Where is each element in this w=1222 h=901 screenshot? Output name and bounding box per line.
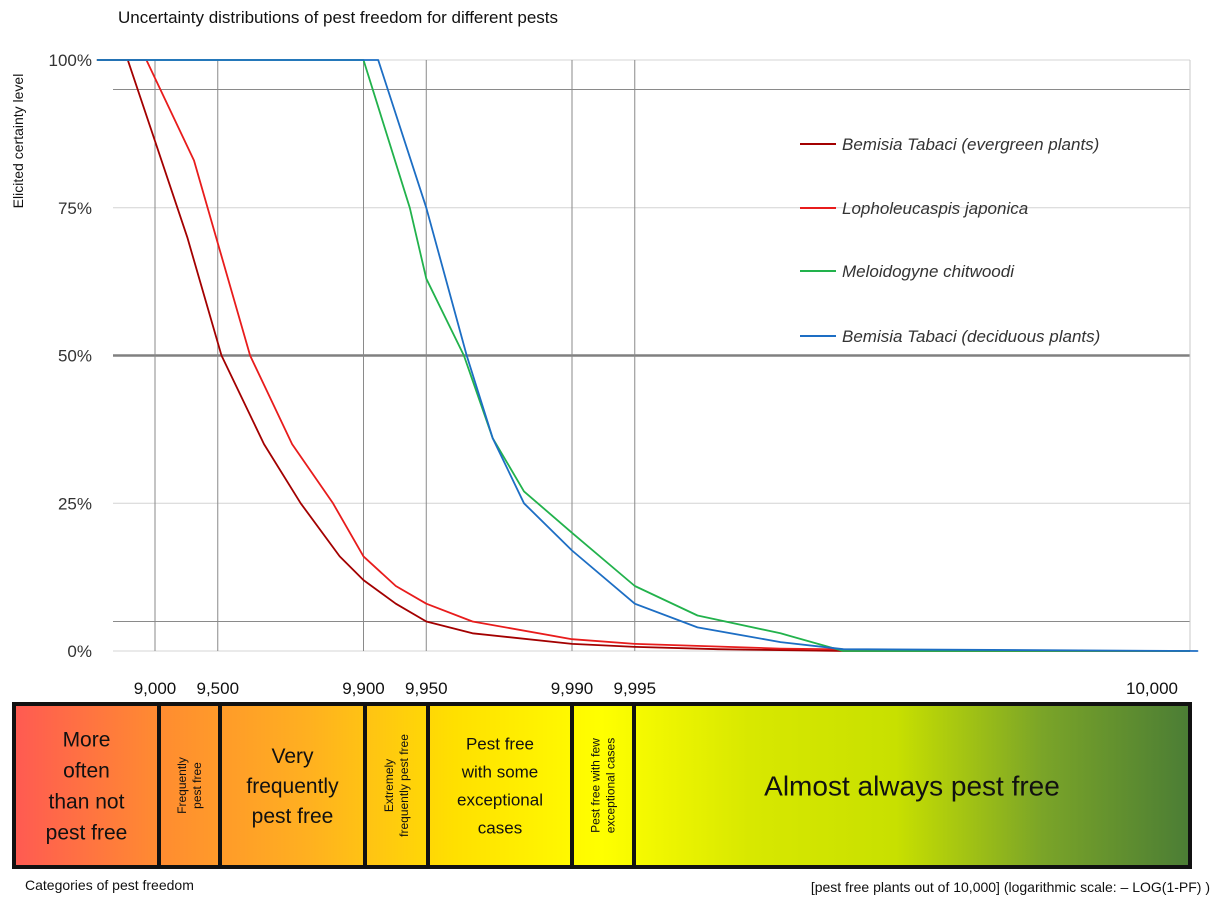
legend-entry: Meloidogyne chitwoodi bbox=[842, 262, 1015, 281]
category-few-exceptional: Pest free with fewexceptional cases bbox=[589, 738, 618, 833]
y-tick-label: 50% bbox=[58, 347, 92, 366]
category-frequently: Frequentlypest free bbox=[175, 757, 204, 814]
x-tick-label: 9,950 bbox=[405, 679, 448, 698]
category-extremely-frequently: Extremelyfrequently pest free bbox=[382, 734, 411, 837]
legend-entry: Lopholeucaspis japonica bbox=[842, 199, 1028, 218]
x-tick-label: 9,990 bbox=[551, 679, 594, 698]
series-line-2 bbox=[96, 59, 1190, 652]
x-tick-label: 9,000 bbox=[134, 679, 177, 698]
category-band-background bbox=[12, 702, 1192, 869]
y-tick-label: 75% bbox=[58, 199, 92, 218]
category-very-frequently: Very frequently pest free bbox=[246, 745, 339, 828]
y-tick-label: 25% bbox=[58, 494, 92, 513]
x-tick-label: 9,500 bbox=[196, 679, 239, 698]
x-tick-label: 9,995 bbox=[613, 679, 656, 698]
x-tick-label: 9,900 bbox=[342, 679, 385, 698]
series-line-4 bbox=[96, 59, 1199, 652]
y-tick-label: 0% bbox=[67, 642, 92, 661]
categories-caption: Categories of pest freedom bbox=[25, 877, 194, 893]
series-line-1 bbox=[96, 59, 1190, 652]
category-almost-always: Almost always pest free bbox=[764, 770, 1060, 801]
x-axis-label: [pest free plants out of 10,000] (logari… bbox=[810, 879, 1210, 895]
chart-title: Uncertainty distributions of pest freedo… bbox=[118, 8, 559, 27]
category-more-often-than-not: More often than not pest free bbox=[46, 728, 128, 844]
y-tick-label: 100% bbox=[49, 51, 92, 70]
chart-plot: 0% 25% 50% 75% 100% 9,000 9,500 9,900 9,950 9,990… bbox=[49, 51, 1199, 698]
legend-entry: Bemisia Tabaci (evergreen plants) bbox=[842, 135, 1099, 154]
category-some-exceptional: Pest free with some exceptional cases bbox=[457, 735, 543, 838]
legend-entry: Bemisia Tabaci (deciduous plants) bbox=[842, 327, 1100, 346]
series-line-3 bbox=[96, 59, 1190, 652]
x-tick-label: 10,000 bbox=[1126, 679, 1178, 698]
